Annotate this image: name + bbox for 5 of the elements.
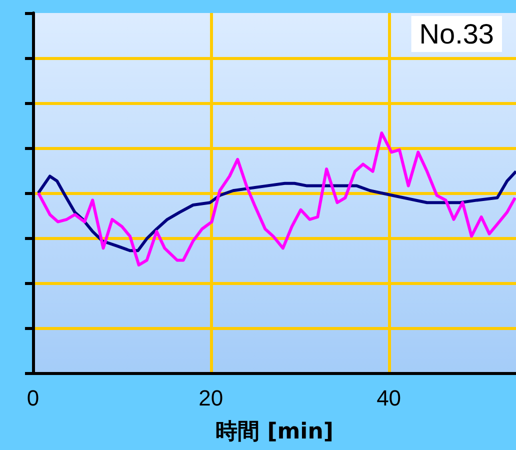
x-tick-label: 20 (198, 386, 224, 410)
x-axis-title: 時間 [min] (216, 420, 334, 444)
chart-title: No.33 (419, 18, 494, 50)
x-tick-label: 0 (26, 386, 40, 410)
x-tick-label: 40 (376, 386, 402, 410)
